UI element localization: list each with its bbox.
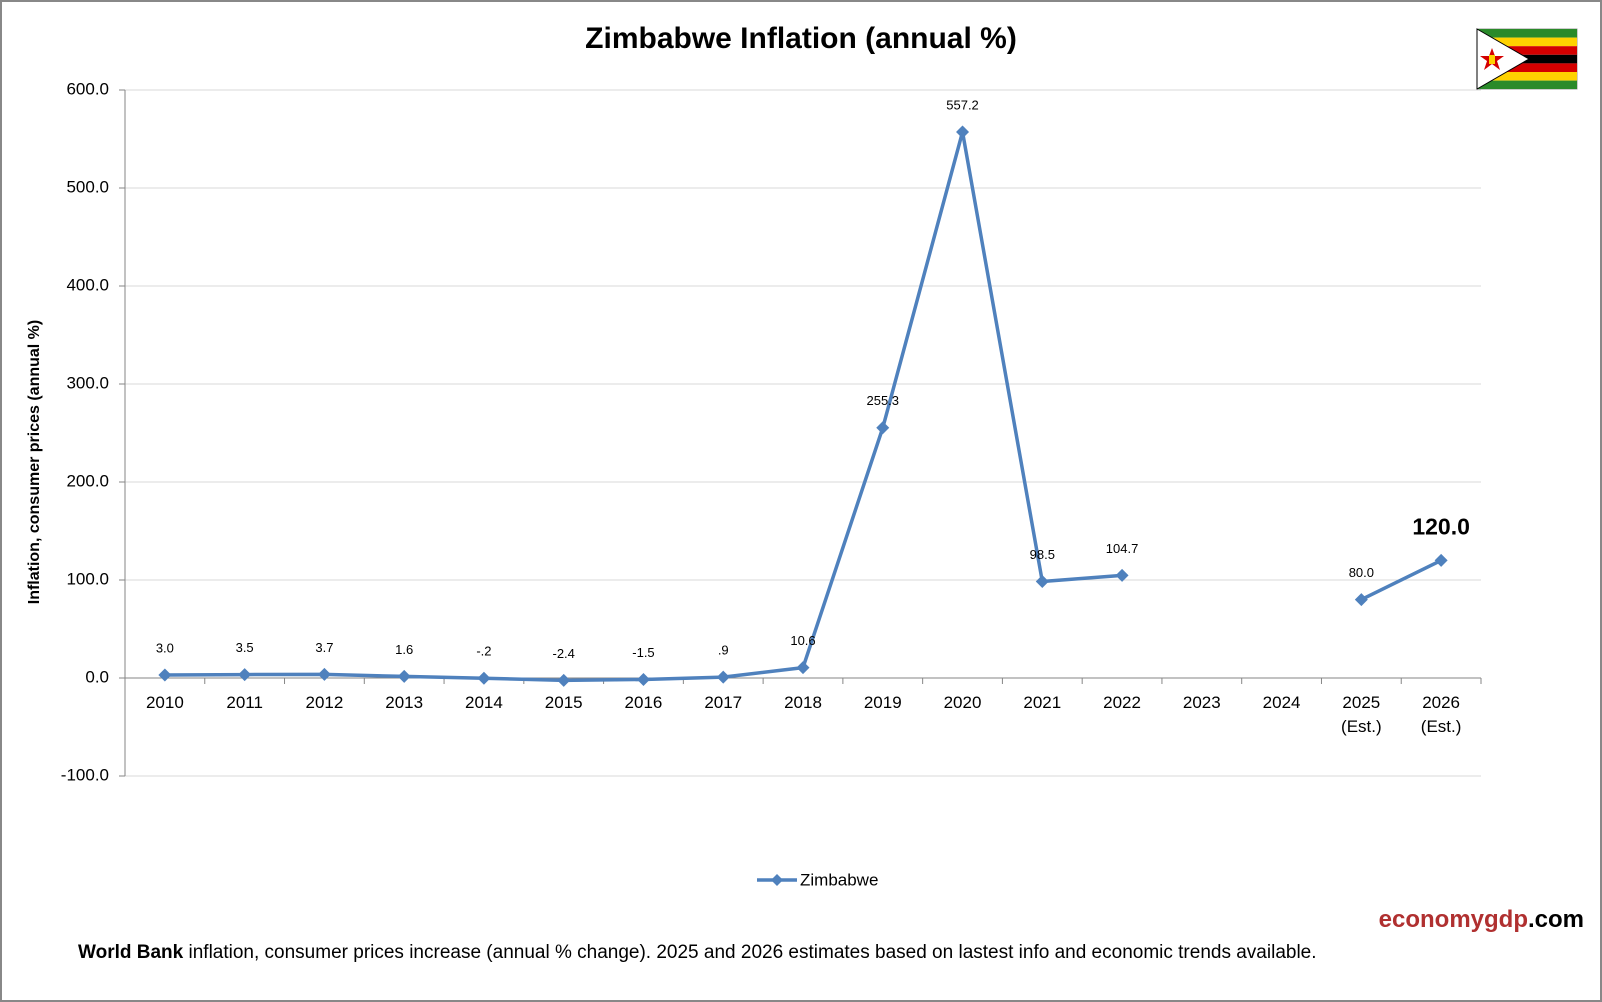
data-point: [716, 670, 730, 684]
x-tick-label: 2020: [943, 693, 982, 712]
data-label: 98.5: [1030, 547, 1055, 562]
y-tick-label: 500.0: [66, 177, 109, 196]
x-tick-label: 2019: [863, 693, 902, 712]
data-label: 104.7: [1106, 541, 1139, 556]
data-point: [238, 668, 252, 682]
data-label: 80.0: [1349, 565, 1374, 580]
legend-marker: [771, 874, 783, 886]
y-tick-label: 0.0: [85, 667, 109, 686]
x-tick-label: 2018: [784, 693, 822, 712]
data-label: -.2: [476, 644, 491, 659]
data-point: [636, 672, 650, 686]
data-label: 557.2: [946, 97, 979, 112]
x-tick-label: 2010: [145, 693, 184, 712]
data-label: -1.5: [632, 645, 654, 660]
y-tick-label: -100.0: [61, 765, 109, 784]
x-tick-label: 2017: [704, 693, 743, 712]
data-label: -2.4: [553, 646, 575, 661]
x-tick-label: 2015: [544, 693, 583, 712]
data-point: [158, 668, 172, 682]
data-label: .9: [718, 643, 729, 658]
data-point: [1434, 553, 1448, 567]
footnote-text: inflation, consumer prices increase (ann…: [188, 942, 1317, 963]
data-label: 10.6: [790, 633, 815, 648]
data-label: 120.0: [1412, 513, 1470, 539]
data-point: [397, 669, 411, 683]
x-tick-label: 2012: [305, 693, 344, 712]
x-tick-label: 2013: [385, 693, 424, 712]
y-tick-label: 300.0: [66, 373, 109, 392]
data-point: [1035, 574, 1049, 588]
flag: [1476, 28, 1578, 90]
brand-name: economygdp: [1378, 906, 1528, 933]
data-point: [956, 125, 970, 139]
x-tick-label: 2011: [226, 693, 263, 712]
y-tick-label: 100.0: [66, 569, 109, 588]
data-label: 255.3: [866, 393, 899, 408]
x-tick-label: 2016: [624, 693, 663, 712]
y-axis-label: Inflation, consumer prices (annual %): [26, 320, 43, 605]
x-tick-label: 2021: [1023, 693, 1062, 712]
y-tick-label: 400.0: [66, 275, 109, 294]
x-tick-label: 2026 (Est.): [1420, 693, 1462, 736]
footnote: World Bank inflation, consumer prices in…: [78, 942, 1317, 964]
data-label: 3.5: [236, 640, 254, 655]
data-point: [876, 421, 890, 435]
brand-suffix: .com: [1527, 906, 1584, 933]
data-point: [557, 673, 571, 687]
y-tick-label: 200.0: [66, 471, 109, 490]
data-point: [317, 667, 331, 681]
y-tick-label: 600.0: [66, 79, 109, 98]
x-tick-label: 2023: [1182, 693, 1221, 712]
data-point: [1354, 593, 1368, 607]
data-label: 1.6: [395, 642, 413, 657]
data-label: 3.7: [315, 640, 333, 655]
data-point: [477, 671, 491, 685]
brand: economygdp.com: [1379, 906, 1584, 934]
footnote-source: World Bank: [78, 942, 184, 963]
x-tick-label: 2014: [465, 693, 503, 712]
chart-title: Zimbabwe Inflation (annual %): [585, 22, 1017, 55]
x-tick-label: 2022: [1103, 693, 1141, 712]
data-point: [796, 661, 810, 675]
data-label: 3.0: [156, 640, 174, 655]
x-tick-label: 2024: [1262, 693, 1301, 712]
x-tick-label: 2025 (Est.): [1341, 693, 1382, 736]
legend-label: Zimbabwe: [800, 870, 878, 889]
data-point: [1115, 568, 1129, 582]
